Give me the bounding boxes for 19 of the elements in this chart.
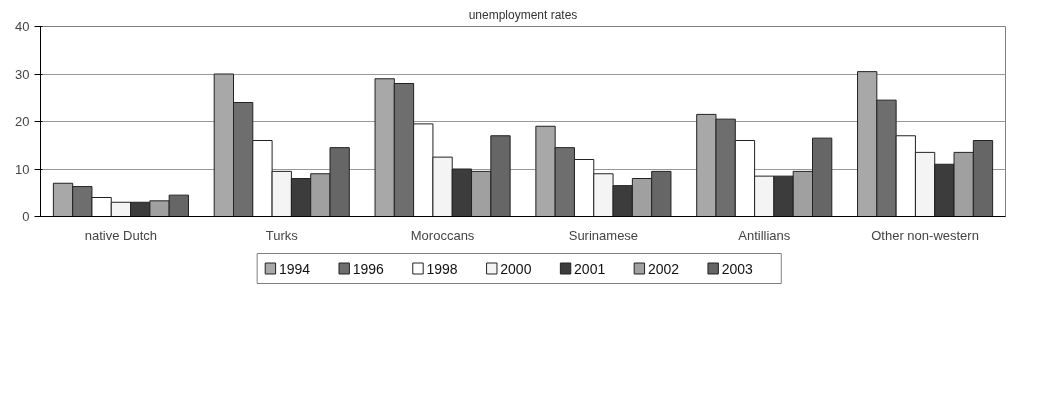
x-tick-label: Turks bbox=[265, 227, 299, 243]
legend-label: 1998 bbox=[426, 260, 458, 277]
x-tick-label: Moroccans bbox=[410, 227, 475, 243]
x-tick-label: Surinamese bbox=[568, 227, 639, 243]
y-tick-label: 40 bbox=[15, 19, 30, 34]
legend-label: 2001 bbox=[574, 260, 606, 277]
y-tick-label: 20 bbox=[15, 114, 30, 129]
legend-label: 1994 bbox=[278, 260, 311, 277]
legend-label: 1996 bbox=[352, 260, 385, 277]
y-tick-label: 0 bbox=[22, 209, 30, 224]
legend-label: 2002 bbox=[647, 260, 680, 277]
y-tick-label: 10 bbox=[15, 161, 30, 177]
y-tick-label: 30 bbox=[15, 66, 30, 82]
chart-title: unemployment rates bbox=[468, 7, 578, 22]
legend-label: 2000 bbox=[500, 260, 532, 277]
x-tick-label: native Dutch bbox=[84, 227, 158, 243]
x-tick-label: Antillians bbox=[738, 227, 791, 243]
x-tick-label: Other non-western bbox=[871, 227, 979, 243]
legend-label: 2003 bbox=[721, 260, 754, 277]
